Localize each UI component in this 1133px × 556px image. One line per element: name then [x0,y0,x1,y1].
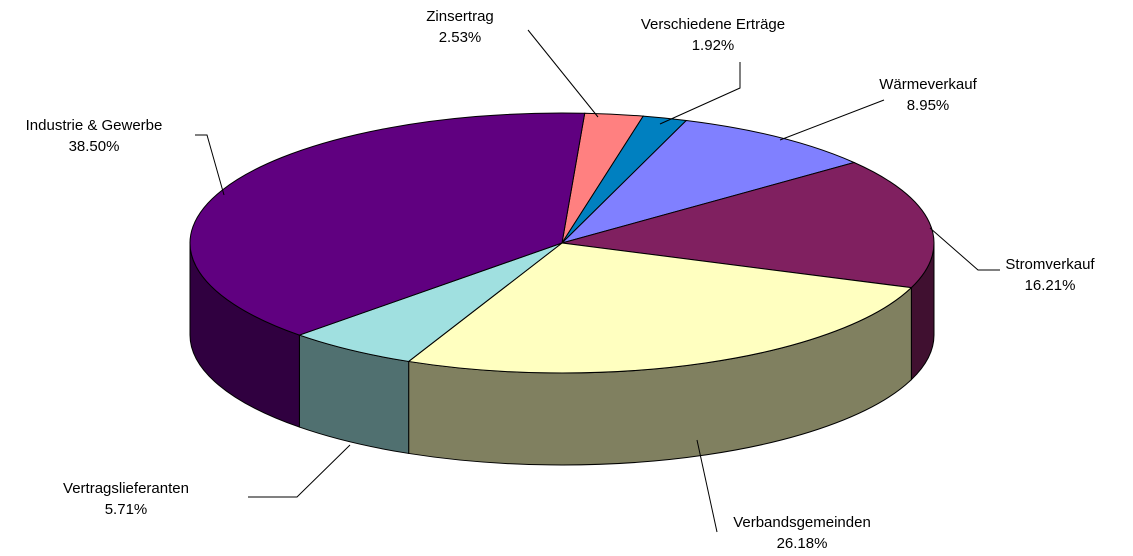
leader-line [696,439,718,533]
slice-label: Verbandsgemeinden [733,514,871,531]
value-label: 5.71% [105,501,148,518]
slice-label: Zinsertrag [426,8,494,25]
slice-label: Wärmeverkauf [879,76,977,93]
slice [407,242,913,374]
value-label: 38.50% [69,138,120,155]
leader-line [527,29,599,118]
leader-line [929,227,1000,271]
leader-line [779,99,885,141]
value-label: 8.95% [907,97,950,114]
value-label: 26.18% [777,535,828,552]
leader-line [195,134,225,196]
slice-label: Stromverkauf [1005,256,1095,273]
slice-label: Industrie & Gewerbe [26,117,163,134]
value-label: 1.92% [692,37,735,54]
value-label: 2.53% [439,29,482,46]
slice [297,242,563,362]
leader-line [248,444,351,498]
slice [560,119,856,244]
slice-label: Verschiedene Erträge [641,16,785,33]
value-label: 16.21% [1025,277,1076,294]
slice [561,161,935,289]
slice-label: Vertragslieferanten [63,480,189,497]
leader-line [659,62,741,125]
